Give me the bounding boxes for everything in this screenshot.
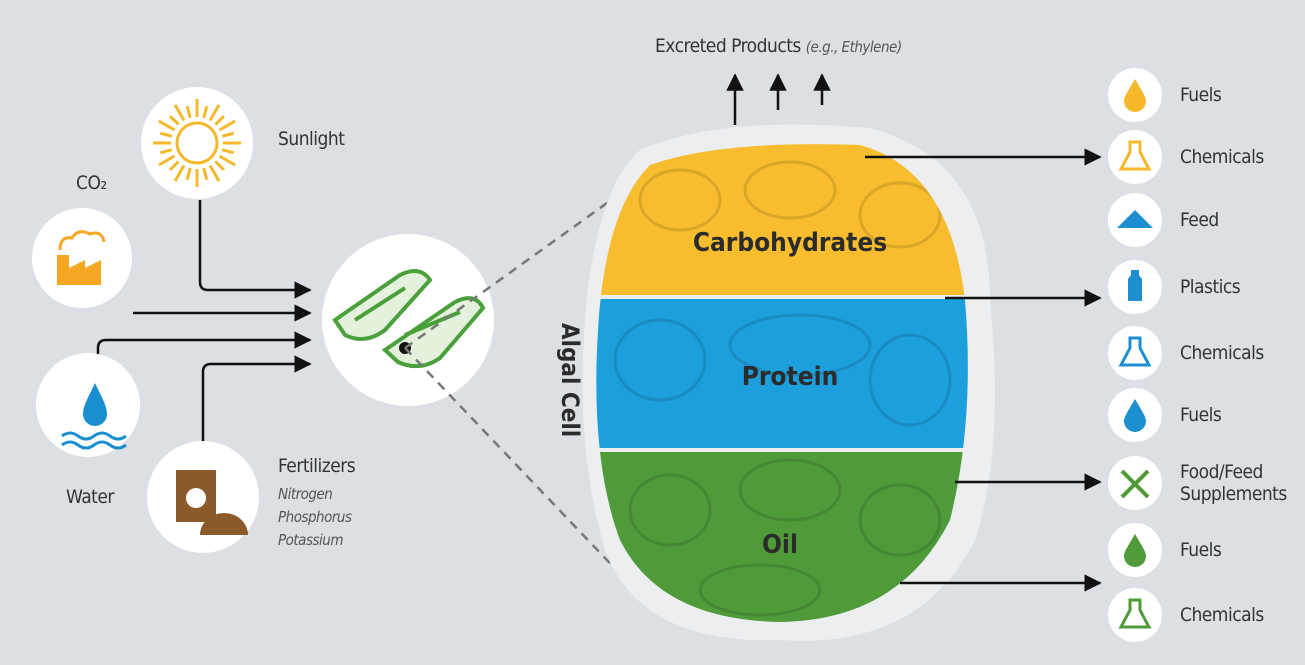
excreted-label: Excreted Products (e.g., Ethylene): [655, 35, 902, 58]
component-label: Carbohydrates: [693, 228, 887, 258]
component-label: Protein: [742, 362, 838, 392]
product-label: Chemicals: [1180, 604, 1302, 626]
excreted-title: Excreted Products: [655, 35, 801, 57]
fertilizer-item: Potassium: [278, 529, 343, 551]
product-label: Chemicals: [1180, 146, 1302, 168]
fertilizer-item: Nitrogen: [278, 483, 332, 505]
component-label: Oil: [762, 530, 798, 560]
product-label: Fuels: [1180, 539, 1302, 561]
product-icon: [1108, 326, 1162, 380]
product-icon: [1108, 588, 1162, 642]
product-label: Chemicals: [1180, 342, 1302, 364]
water-label: Water: [66, 486, 114, 508]
co2-icon: [32, 208, 132, 308]
product-label: Fuels: [1180, 84, 1302, 106]
fertilizers-label: Fertilizers: [278, 455, 355, 477]
excreted-example: (e.g., Ethylene): [806, 38, 902, 56]
sunlight-label: Sunlight: [278, 128, 344, 150]
cell-label: Algal Cell: [556, 323, 584, 437]
diagram: Excreted Products (e.g., Ethylene) Sunli…: [0, 0, 1305, 665]
product-icon: [1108, 130, 1162, 184]
product-label: Food/Feed Supplements: [1180, 461, 1302, 505]
product-label: Plastics: [1180, 276, 1302, 298]
product-label: Fuels: [1180, 404, 1302, 426]
excreted-arrows: [735, 75, 822, 125]
fertilizer-item: Phosphorus: [278, 506, 352, 528]
diagram-graphics: [0, 0, 1305, 665]
co2-label: CO₂: [76, 172, 107, 194]
product-label: Feed: [1180, 209, 1302, 231]
